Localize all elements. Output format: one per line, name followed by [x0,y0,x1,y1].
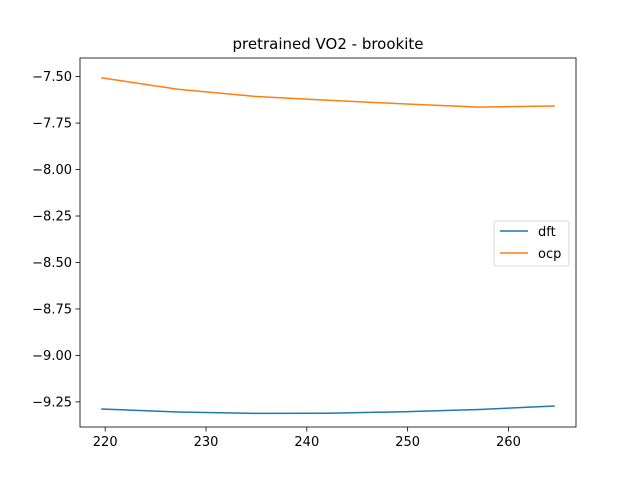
y-tick-label: −9.00 [32,349,72,364]
y-tick-label: −7.75 [32,117,72,132]
x-axis: 220 230 240 250 260 [93,427,521,450]
legend-box [493,220,570,267]
y-tick-label: −9.25 [32,395,72,410]
x-tick-label: 220 [93,435,118,450]
y-tick-label: −8.75 [32,302,72,317]
chart-title: pretrained VO2 - brookite [233,35,424,53]
y-tick-label: −8.50 [32,256,72,271]
legend: dft ocp [493,220,570,267]
series-line-dft [101,405,555,415]
legend-label-ocp: ocp [538,247,561,262]
x-tick-label: 240 [294,435,319,450]
legend-label-dft: dft [538,225,556,240]
series-line-ocp [101,76,555,108]
x-tick-label: 230 [194,435,219,450]
series-layer [101,76,555,415]
y-axis: −7.50 −7.75 −8.00 −8.25 −8.50 −8.75 −9.00 −9.25 [32,70,80,410]
y-tick-label: −8.00 [32,163,72,178]
y-tick-label: −7.50 [32,70,72,85]
y-tick-label: −8.25 [32,210,72,225]
plot-area-frame [79,57,577,428]
x-tick-label: 250 [395,435,420,450]
x-tick-label: 260 [496,435,521,450]
